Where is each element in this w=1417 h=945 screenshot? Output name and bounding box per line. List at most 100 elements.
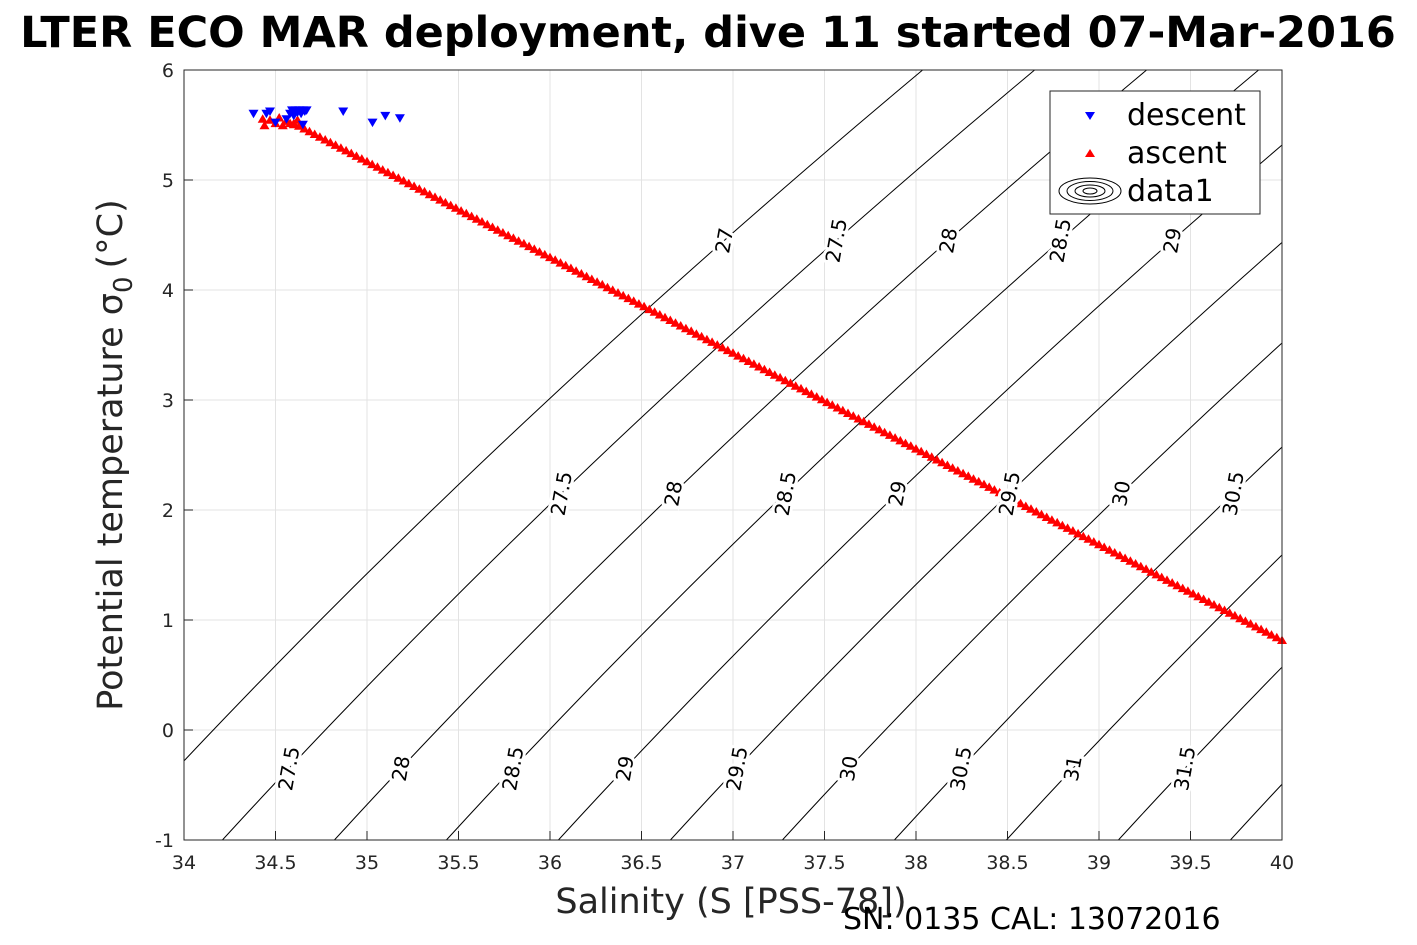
ascent-point [654,310,665,319]
ascent-point [633,299,644,308]
ascent-point [487,222,498,231]
descent-point [367,118,378,128]
ascent-point [1104,545,1115,554]
ascent-point [1078,531,1089,541]
y-tick-label: 4 [162,280,174,302]
ascent-point [550,255,561,264]
ascent-point [863,419,874,428]
ascent-point [356,154,367,163]
x-tick-label: 39 [1087,852,1111,874]
ascent-point [1088,537,1099,546]
ascent-point [592,277,603,286]
descent-point [270,118,281,128]
ascent-point [398,176,409,185]
ascent-point [1073,528,1084,538]
ascent-point [1235,613,1246,623]
ascent-point [701,334,712,344]
ascent-point [780,375,791,385]
ascent-point [581,271,592,281]
y-tick-label: 6 [162,60,174,82]
x-axis-label: Salinity (S [PSS-78]) [555,882,906,922]
y-axis-label: Potential temperature σ0 (°C) [91,199,139,711]
ascent-point [259,120,270,130]
ascent-point [471,214,482,223]
contour-line [782,342,1282,840]
ascent-point [811,392,822,401]
ascent-point [440,197,451,207]
ascent-point [979,479,989,489]
contour-line [1006,554,1282,840]
y-axis-label-unit: (°C) [91,199,131,268]
ascent-point [351,151,362,160]
ascent-point [994,487,1005,497]
ascent-point [597,279,608,289]
ascent-point [529,244,540,253]
ascent-point [393,173,404,182]
ascent-point [644,304,655,314]
x-tick-label: 34.5 [254,852,296,874]
ascent-point [1156,572,1167,582]
contour-label: 28 [387,754,415,783]
ascent-point [984,482,995,491]
axis-ticks: 34 34.5 35 35.5 36 36.5 37 37.5 38 38.5 39 39.5 40-1… [155,60,1294,874]
ascent-point [890,433,901,442]
density-contours [184,70,1282,840]
ascent-point [555,258,566,267]
ascent-point [748,359,759,368]
ascent-point [796,383,806,393]
ascent-point [670,318,681,327]
ascent-point [722,345,733,355]
y-tick-label: 0 [162,720,174,742]
ascent-point [362,156,372,166]
ascent-point [1099,542,1110,551]
ascent-point [445,200,456,210]
descent-point [265,107,275,116]
ascent-point [419,186,430,196]
x-tick-label: 38 [904,852,928,874]
ascent-point [900,438,911,448]
ascent-point [299,124,310,133]
ascent-point [513,236,524,245]
ascent-point [869,422,880,431]
ascent-point [325,137,336,147]
ascent-point [435,195,446,204]
ascent-point [424,189,435,199]
ascent-point [382,167,393,177]
ascent-point [508,233,519,242]
x-tick-label: 34 [172,852,196,874]
ascent-point [1057,520,1068,530]
y-tick-label: 2 [162,500,174,522]
ascent-point [942,460,953,469]
ascent-point [576,269,587,278]
y-axis-label-main: Potential temperature σ [91,293,131,711]
ascent-point [1182,586,1193,595]
ascent-point [958,468,969,478]
ascent-point [618,290,629,300]
ascent-point [456,206,467,215]
ascent-point [911,444,921,453]
ascent-point [1172,580,1183,590]
ascent-point [367,159,378,169]
ascent-point [545,252,555,262]
ascent-point [879,427,890,437]
ascent-point [775,372,786,382]
ascent-point [686,326,697,335]
ascent-point [492,225,503,234]
descent-point [281,115,292,124]
legend-contour-label: data1 [1127,174,1214,209]
contour-line [222,70,1035,840]
ascent-point [461,208,472,218]
ascent-point [1067,526,1078,535]
ascent-point [1245,619,1256,628]
ascent-point [524,241,535,251]
legend-ascent-marker [1085,149,1095,157]
ascent-point [430,192,440,201]
ascent-point [294,121,304,130]
ascent-point [639,301,650,311]
ascent-point [1135,561,1146,571]
legend-descent-marker [1085,112,1095,120]
ascent-point [921,449,932,458]
ascent-point [623,293,634,303]
descent-point [380,111,391,121]
descent-point [248,109,259,119]
